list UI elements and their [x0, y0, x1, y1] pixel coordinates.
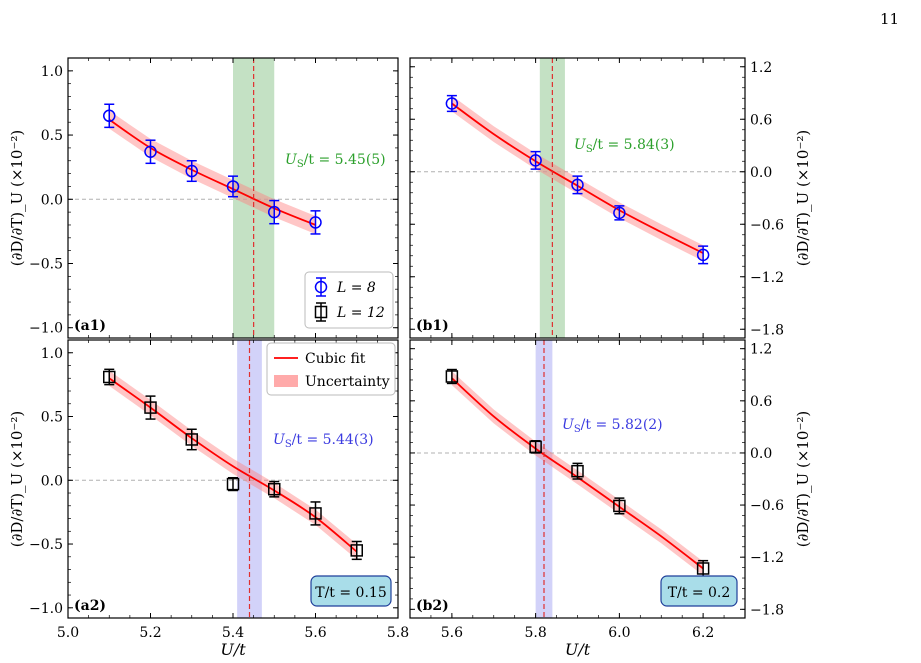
data-point-circle [571, 178, 584, 192]
legend-label: Uncertainty [305, 374, 390, 390]
y-tick-label: 0.0 [750, 446, 772, 462]
data-point-square [613, 499, 626, 513]
plot-area-b1 [410, 58, 745, 338]
data-point-square [571, 464, 584, 478]
y-tick-label: 0.0 [750, 165, 772, 181]
page-number: 11 [880, 10, 900, 28]
y-tick-label: −1.0 [29, 601, 63, 617]
temperature-label: T/t = 0.2 [668, 585, 731, 601]
y-axis-label: (∂D/∂T)_U (×10⁻²) [794, 411, 812, 548]
panel-label: (b2) [416, 598, 449, 614]
data-point-circle [613, 206, 626, 220]
y-axis-label: (∂D/∂T)_U (×10⁻²) [8, 411, 26, 548]
x-tick-label: 6.0 [608, 625, 630, 641]
panel-a2: −1.0 −0.5 0.0 0.5 1.0 5.0 5.2 5.4 5.6 5.8 U/t (∂D/∂… [8, 339, 409, 659]
data-point-circle [268, 205, 281, 219]
plot-area-a2 [68, 340, 398, 618]
data-point-circle [696, 248, 710, 262]
y-tick-label: 1.2 [750, 60, 772, 76]
data-point-circle [103, 109, 116, 123]
y-tick-label: −0.5 [29, 537, 63, 553]
y-tick-label: 0.6 [750, 112, 772, 128]
temperature-box [660, 575, 738, 607]
crossing-value-label: US/t = 5.45(5) [285, 152, 386, 170]
legend-marker-circle [314, 280, 328, 294]
x-tick-label: 5.6 [441, 625, 463, 641]
y-tick-label: 1.0 [41, 64, 63, 80]
data-point-square [309, 507, 322, 520]
y-tick-label: −0.5 [29, 257, 63, 273]
data-point-circle [445, 97, 459, 110]
y-tick-label: −1.8 [750, 322, 784, 338]
y-axis-label: (∂D/∂T)_U (×10⁻²) [794, 130, 812, 267]
panel-label: (a2) [74, 598, 106, 614]
data-point-square [696, 562, 710, 575]
x-tick-label: 5.8 [524, 625, 546, 641]
y-tick-label: −1.0 [29, 321, 63, 337]
legend-label: L = 8 [336, 280, 376, 296]
y-tick-label: 0.6 [750, 394, 772, 410]
y-tick-label: −1.8 [750, 602, 784, 618]
y-tick-label: 1.2 [750, 342, 772, 358]
fit-uncertainty-band [109, 370, 357, 560]
data-point-circle [309, 216, 322, 229]
data-point-square [445, 370, 459, 383]
x-tick-label: 5.8 [387, 625, 409, 641]
data-point-square [226, 477, 240, 491]
x-axis-label: U/t [220, 640, 246, 659]
legend-label: L = 12 [336, 305, 385, 321]
legend-box [266, 342, 396, 396]
y-tick-label: 0.5 [41, 128, 63, 144]
crossing-value-label: US/t = 5.44(3) [273, 432, 374, 450]
x-tick-label: 5.6 [304, 625, 326, 641]
data-point-circle [529, 154, 542, 167]
panel-label: (a1) [74, 318, 106, 334]
data-point-square [268, 482, 281, 496]
x-tick-label: 6.2 [692, 625, 714, 641]
y-tick-label: −1.2 [750, 270, 784, 286]
y-tick-label: −0.6 [750, 217, 784, 233]
data-point-square [103, 370, 116, 384]
y-tick-label: −1.2 [750, 550, 784, 566]
plot-area-a1 [68, 58, 398, 338]
legend-marker-square [314, 305, 328, 319]
panel-a1: −1.0 −0.5 0.0 0.5 1.0 (∂D/∂T)_U (×10⁻²) (a1) US… [8, 57, 399, 339]
crossing-value-label: US/t = 5.84(3) [574, 137, 675, 155]
x-tick-label: 5.4 [222, 625, 244, 641]
axes-frame [409, 57, 746, 339]
y-tick-label: 0.0 [41, 192, 63, 208]
fit-uncertainty-band [109, 110, 316, 234]
y-tick-label: 0.5 [41, 410, 63, 426]
legend-label: Cubic fit [305, 351, 366, 367]
y-tick-label: 0.0 [41, 473, 63, 489]
temperature-label: T/t = 0.15 [315, 585, 386, 601]
data-point-square [144, 401, 157, 414]
y-tick-label: 1.0 [41, 346, 63, 362]
x-tick-label: 5.0 [57, 625, 79, 641]
y-axis-label: (∂D/∂T)_U (×10⁻²) [8, 130, 26, 267]
data-point-circle [185, 164, 198, 178]
cubic-fit-line [108, 118, 316, 226]
data-point-square [529, 440, 542, 454]
data-point-square [185, 433, 198, 446]
data-point-circle [144, 145, 157, 159]
temperature-box [310, 575, 392, 607]
crossing-value-label: US/t = 5.82(2) [562, 417, 663, 435]
x-tick-label: 5.2 [139, 625, 161, 641]
x-axis-label: U/t [565, 640, 591, 659]
panel-label: (b1) [416, 318, 449, 334]
panel-b1: −1.8 −1.2 −0.6 0.0 0.6 1.2 (∂D/∂T)_U (×10⁻²) (b… [409, 57, 812, 339]
data-point-square [350, 544, 363, 557]
legend-patch [274, 375, 298, 387]
data-point-circle [226, 180, 240, 193]
y-tick-label: −0.6 [750, 498, 784, 514]
panel-b2: −1.8 −1.2 −0.6 0.0 0.6 1.2 5.6 5.8 6.0 6.2 U/t (∂D/… [409, 339, 812, 659]
